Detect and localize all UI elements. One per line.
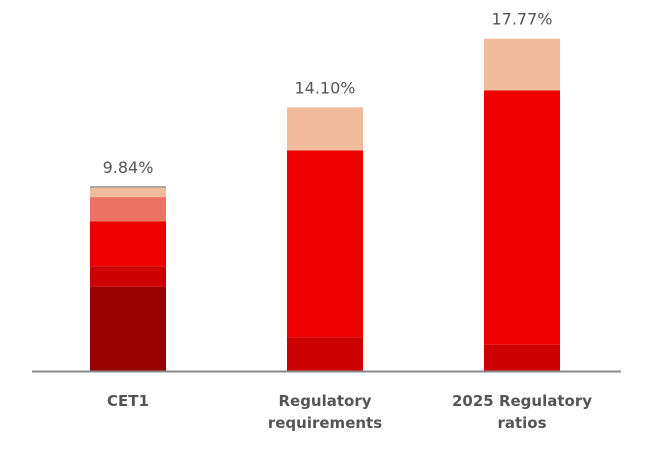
category-label-1-1: requirements: [268, 414, 382, 432]
bar-segment-0-0: [90, 286, 166, 371]
bar-segment-1-1: [287, 337, 363, 371]
bar-segment-0-1: [90, 266, 166, 287]
bar-cap-0: [90, 185, 166, 188]
bar-segment-0-4: [90, 187, 166, 198]
total-label-0: 9.84%: [103, 158, 154, 177]
bar-segment-1-5: [287, 107, 363, 151]
total-label-1: 14.10%: [294, 78, 355, 97]
bar-segment-2-5: [484, 38, 560, 91]
category-label-0-0: CET1: [107, 392, 149, 410]
bar-segment-2-2: [484, 90, 560, 345]
bar-segment-0-3: [90, 197, 166, 222]
category-label-2-0: 2025 Regulatory: [452, 392, 592, 410]
category-labels-group: CET1 Regulatory requirements 2025 Regulator…: [107, 392, 592, 432]
bar-segment-0-2: [90, 221, 166, 267]
category-label-2-1: ratios: [497, 414, 546, 432]
bar-segment-2-1: [484, 344, 560, 371]
total-labels-group: 9.84% 14.10% 17.77%: [103, 10, 553, 177]
bar-segment-1-2: [287, 150, 363, 338]
category-label-1-0: Regulatory: [278, 392, 371, 410]
total-label-2: 17.77%: [491, 10, 552, 29]
bars-group: [90, 38, 560, 371]
